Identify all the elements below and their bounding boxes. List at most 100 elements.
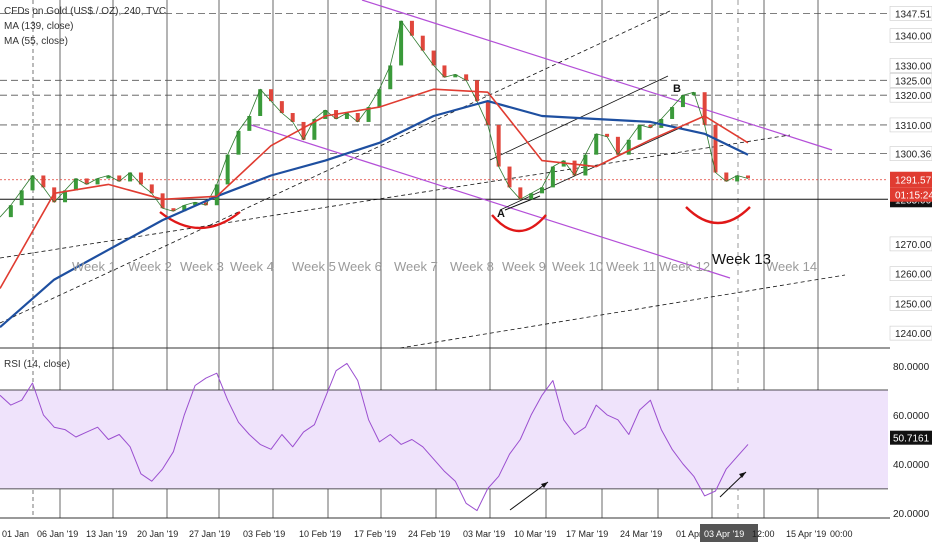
week-label: Week 4 [230,259,274,274]
rsi-tag-bg [890,430,932,445]
week-label: Week 12 [659,259,710,274]
price-candle [626,139,631,155]
x-tick-label: 17 Feb '19 [354,529,396,539]
price-candle [290,113,295,122]
rsi-tick-label: 20.0000 [893,509,930,520]
y-tick-label: 1310.00 [895,121,932,132]
price-candle [355,113,360,122]
price-candle [670,107,675,119]
price-candle [540,187,545,194]
price-candle [735,175,740,182]
chart-legend: CFDs on Gold (US$ / OZ), 240, TVC MA (13… [4,4,166,49]
x-tick-label: 13 Jan '19 [86,529,127,539]
ma139-line [0,99,749,329]
price-candle [149,184,154,194]
price-candle [247,116,252,131]
price-candle [128,172,133,182]
price-candle [95,178,100,185]
y-tick-label: 1320.00 [895,91,932,102]
pattern-arc [685,206,751,225]
week-label: Week 13 [712,251,771,268]
rsi-tag-bg [890,407,932,422]
price-candle [594,133,599,155]
y-tick-label: 1347.51 [895,9,932,20]
current-price-tag [890,171,932,188]
price-candle [258,89,263,116]
price-candle [344,113,349,119]
price-candle [138,172,143,185]
x-tick-label: 17 Mar '19 [566,529,608,539]
price-candle [507,166,512,188]
price-candle [420,35,425,51]
pattern-arc [491,214,547,233]
rsi-legend[interactable]: RSI (14, close) [4,359,71,370]
labels: Week 1 Week 2 Week 3 Week 4 Week 5 Week 6 Week… [72,83,817,274]
price-candle [637,124,642,140]
week-label: Week 1 [72,259,116,274]
price-candle [431,50,436,66]
price-candle [301,121,306,140]
price-candle [279,101,284,114]
price-candle [680,95,685,108]
rsi-tick-label: 60.0000 [893,411,930,422]
x-tick-label: 00:00 [830,529,853,539]
y-tick-label: 1330.00 [895,61,932,72]
price-tag-bg [889,87,932,103]
price-candle [225,154,230,185]
price-candle [203,202,208,206]
rsi-band [0,390,888,489]
price-candle [691,92,696,96]
week-label: Week 10 [552,259,603,274]
price-candle [409,20,414,36]
channel-lower-line [247,123,731,279]
price-tag-bg [889,296,932,311]
price-tag-bg [889,266,932,281]
week-label: Week 11 [606,259,656,274]
price-candle [399,20,404,66]
x-tick-label: 24 Mar '19 [620,529,662,539]
price-candle [73,178,78,191]
y-tick-label: 1260.00 [895,270,932,281]
price-tag-bg [889,146,932,161]
x-tick-label: 10 Mar '19 [514,529,556,539]
countdown-tag [890,187,932,202]
price-candle [702,92,707,125]
x-tick-label: 20 Jan '19 [137,529,178,539]
price-candle [648,124,653,128]
x-tick-label: 06 Jan '19 [37,529,78,539]
price-candle [171,208,176,212]
ma55-line [0,88,749,289]
price-candle [615,136,620,155]
rsi-arrow-head [541,482,548,488]
price-candle [236,130,241,155]
axes[interactable]: 1240.001250.001260.001270.001285.001300.… [2,6,932,542]
price-candle [19,190,24,206]
price-candle [323,110,328,119]
trend-line-long [0,9,673,324]
y-tick-label: 1340.00 [895,32,932,43]
annotation-b: B [673,83,681,95]
price-candle [474,80,479,102]
x-tick-label: 01 Apr [676,529,702,539]
price-arrow [504,195,541,211]
price-candle [529,193,534,200]
price-candle [388,65,393,90]
price-candle [63,190,68,203]
price-candle [377,89,382,108]
x-tick-label: 27 Jan '19 [189,529,230,539]
indicator-ma55[interactable]: MA (55, close) [4,36,68,47]
rsi-arrow [509,481,549,511]
price-candle [746,175,750,179]
x-tick-label: 03 Feb '19 [243,529,285,539]
price-candle [485,101,490,125]
indicator-ma139[interactable]: MA (139, close) [4,21,74,32]
rsi-band-fill [0,390,888,489]
price-tag-bg [889,117,932,133]
x-tick-label: 03 Mar '19 [463,529,505,539]
pattern-arc [159,211,241,230]
price-candle [117,175,122,182]
x-tick-label: 03 Apr '19 [704,529,744,539]
week-label: Week 5 [292,259,336,274]
x-tick-label: 12:00 [752,529,775,539]
